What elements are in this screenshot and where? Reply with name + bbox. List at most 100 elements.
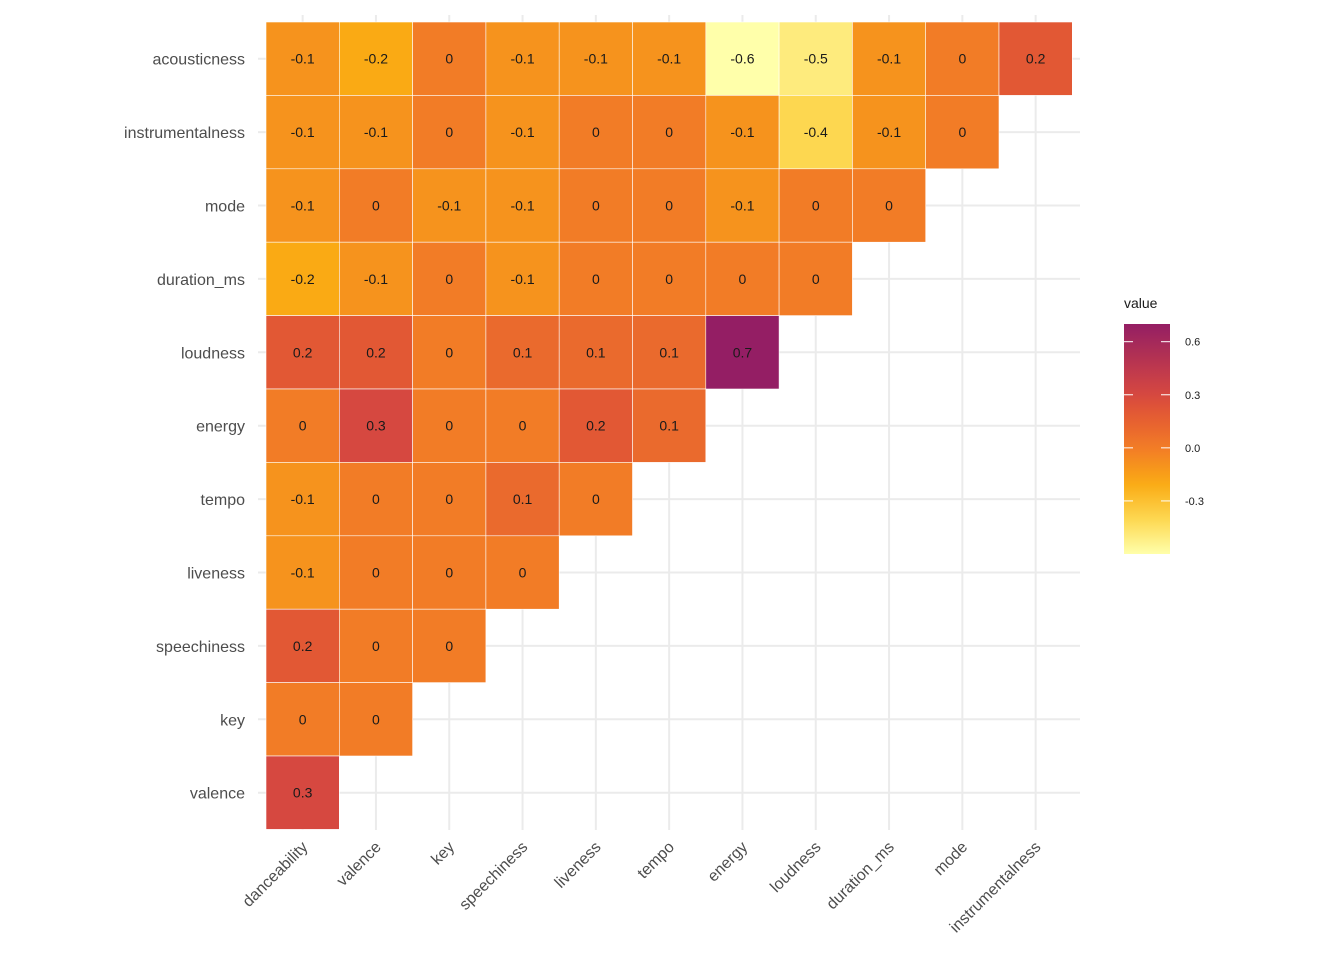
cell-value-label: 0 (592, 124, 600, 140)
cell-value-label: 0.1 (513, 491, 533, 507)
y-tick-label: loudness (181, 345, 245, 362)
cell-value-label: 0.2 (1026, 51, 1046, 67)
cell-value-label: 0 (299, 418, 307, 434)
cell-value-label: 0 (812, 271, 820, 287)
cell-value-label: 0.2 (293, 344, 313, 360)
heatmap-cell (632, 95, 707, 170)
heatmap-cell (558, 462, 633, 537)
heatmap-cell (265, 535, 340, 610)
heatmap-cell (558, 168, 633, 243)
legend-tick-label: -0.3 (1185, 496, 1204, 508)
legend-tick-label: 0.3 (1185, 390, 1200, 402)
heatmap-cell (778, 95, 853, 170)
cell-value-label: -0.6 (730, 51, 754, 67)
heatmap-cell (852, 168, 927, 243)
y-tick-label: instrumentalness (124, 125, 245, 142)
heatmap-cell (265, 315, 340, 390)
heatmap-cell (338, 21, 413, 96)
y-tick-label: key (220, 712, 245, 729)
cell-value-label: -0.4 (804, 124, 828, 140)
x-tick-label: valence (334, 839, 385, 890)
heatmap-cell (485, 241, 560, 316)
cell-value-label: -0.1 (510, 271, 534, 287)
cell-value-label: 0 (592, 271, 600, 287)
cell-value-label: -0.1 (437, 198, 461, 214)
heatmap-cell (632, 241, 707, 316)
heatmap-cell (632, 388, 707, 463)
y-tick-label: tempo (201, 492, 246, 509)
cell-value-label: 0 (885, 198, 893, 214)
cell-value-label: 0 (812, 198, 820, 214)
cell-value-label: -0.1 (877, 51, 901, 67)
cell-value-label: -0.1 (510, 51, 534, 67)
cell-value-label: -0.1 (730, 198, 754, 214)
cell-value-label: 0.1 (513, 344, 533, 360)
cell-value-label: -0.1 (291, 198, 315, 214)
cell-value-label: 0 (665, 198, 673, 214)
cell-value-label: 0 (445, 638, 453, 654)
y-axis-tick-labels: acousticness instrumentalness mode duration… (124, 52, 245, 803)
cell-value-label: 0 (445, 491, 453, 507)
heatmap-cell (632, 315, 707, 390)
cell-value-label: -0.1 (291, 565, 315, 581)
cell-value-label: -0.1 (364, 124, 388, 140)
cell-value-label: -0.1 (291, 124, 315, 140)
cell-value-label: 0 (739, 271, 747, 287)
cell-value-label: 0 (445, 124, 453, 140)
x-tick-label: mode (931, 839, 971, 879)
heatmap-cell (998, 21, 1073, 96)
cell-value-label: 0.2 (293, 638, 313, 654)
color-legend: value 0.6 0.3 0.0 -0.3 (1124, 295, 1204, 554)
cell-value-label: 0 (445, 344, 453, 360)
cell-value-label: -0.1 (584, 51, 608, 67)
x-tick-label: tempo (635, 839, 679, 883)
heatmap-cell (778, 21, 853, 96)
legend-title: value (1124, 295, 1158, 311)
x-tick-label: key (428, 839, 458, 869)
cell-value-label: 0 (372, 565, 380, 581)
x-tick-label: danceability (240, 839, 312, 911)
cell-value-label: 0 (665, 271, 673, 287)
heatmap-cell (705, 95, 780, 170)
heatmap-cell (265, 241, 340, 316)
heatmap-cell (338, 682, 413, 757)
heatmap-cell (485, 462, 560, 537)
heatmap-cell (412, 241, 487, 316)
legend-tick-label: 0.6 (1185, 337, 1200, 349)
heatmap-cell (265, 95, 340, 170)
x-tick-label: energy (705, 839, 752, 886)
cell-value-label: 0 (519, 418, 527, 434)
cell-value-label: 0.7 (733, 344, 753, 360)
cell-value-label: -0.1 (657, 51, 681, 67)
heatmap-cell (485, 168, 560, 243)
heatmap-cell (558, 388, 633, 463)
heatmap-cell (412, 462, 487, 537)
cell-value-label: 0 (592, 198, 600, 214)
heatmap-cell (852, 95, 927, 170)
cell-value-label: 0.3 (293, 785, 313, 801)
x-tick-label: liveness (552, 839, 605, 892)
cell-value-label: 0 (519, 565, 527, 581)
heatmap-cell (485, 21, 560, 96)
cell-value-label: 0 (299, 711, 307, 727)
heatmap-cell (925, 21, 1000, 96)
cell-value-label: -0.2 (364, 51, 388, 67)
y-tick-label: duration_ms (157, 272, 245, 289)
heatmap-cell (338, 315, 413, 390)
cell-value-label: 0 (372, 491, 380, 507)
heatmap-cell (412, 21, 487, 96)
heatmap-cell (265, 755, 340, 830)
cell-value-label: -0.1 (291, 51, 315, 67)
y-tick-label: energy (196, 419, 245, 436)
cell-value-label: -0.1 (877, 124, 901, 140)
x-tick-label: loudness (767, 839, 824, 896)
cell-value-label: -0.1 (291, 491, 315, 507)
cell-value-label: 0.1 (659, 344, 679, 360)
heatmap-cell (412, 608, 487, 683)
heatmap-cell (412, 388, 487, 463)
cell-value-label: -0.1 (730, 124, 754, 140)
x-tick-label: speechiness (456, 839, 531, 914)
heatmap-cell (485, 315, 560, 390)
cell-value-label: 0 (445, 51, 453, 67)
